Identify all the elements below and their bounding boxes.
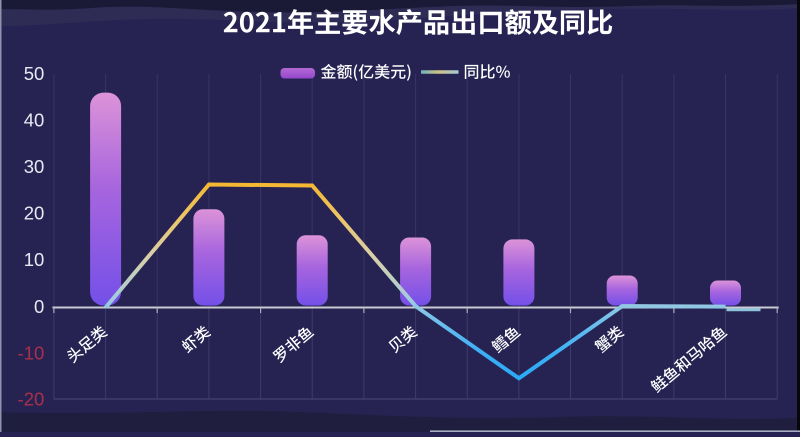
svg-text:40: 40 bbox=[24, 110, 45, 131]
svg-text:20: 20 bbox=[24, 203, 45, 224]
svg-text:30: 30 bbox=[24, 156, 45, 177]
svg-text:-10: -10 bbox=[18, 343, 45, 364]
svg-text:10: 10 bbox=[24, 249, 45, 270]
svg-text:-20: -20 bbox=[18, 389, 45, 410]
svg-text:0: 0 bbox=[34, 296, 44, 317]
svg-text:50: 50 bbox=[24, 63, 45, 84]
